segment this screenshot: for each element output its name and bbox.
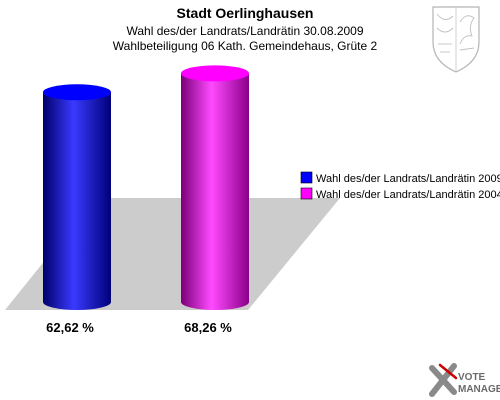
- coat-of-arms-icon: [432, 6, 480, 73]
- chart-subtitle-date: Wahl des/der Landrats/Landrätin 30.08.20…: [126, 24, 363, 38]
- legend-swatch-2004: [300, 187, 313, 200]
- bar-2009-top: [43, 84, 111, 101]
- bar-2004-top: [181, 65, 249, 82]
- vote-manager-logo: VOTE MANAGER: [429, 363, 500, 397]
- brand-line-manager: MANAGER: [458, 384, 500, 395]
- bar-2004: [181, 65, 249, 310]
- bar-2009: [43, 84, 111, 311]
- data-label-2004: 68,26 %: [184, 320, 232, 335]
- legend: Wahl des/der Landrats/Landrätin 2009 Wah…: [300, 171, 500, 201]
- crossed-x-logo-icon: [429, 363, 458, 397]
- chart-subtitle-location: Wahlbeteiligung 06 Kath. Gemeindehaus, G…: [113, 39, 378, 53]
- legend-label-2009: Wahl des/der Landrats/Landrätin 2009: [316, 173, 500, 185]
- legend-label-2004: Wahl des/der Landrats/Landrätin 2004: [316, 189, 500, 201]
- bar-2004-body: [181, 73, 249, 310]
- brand-line-vote: VOTE: [458, 372, 486, 383]
- legend-swatch-2009: [300, 171, 313, 184]
- chart-title: Stadt Oerlinghausen: [177, 5, 314, 21]
- data-label-2009: 62,62 %: [46, 320, 94, 335]
- bar-2009-body: [43, 92, 111, 311]
